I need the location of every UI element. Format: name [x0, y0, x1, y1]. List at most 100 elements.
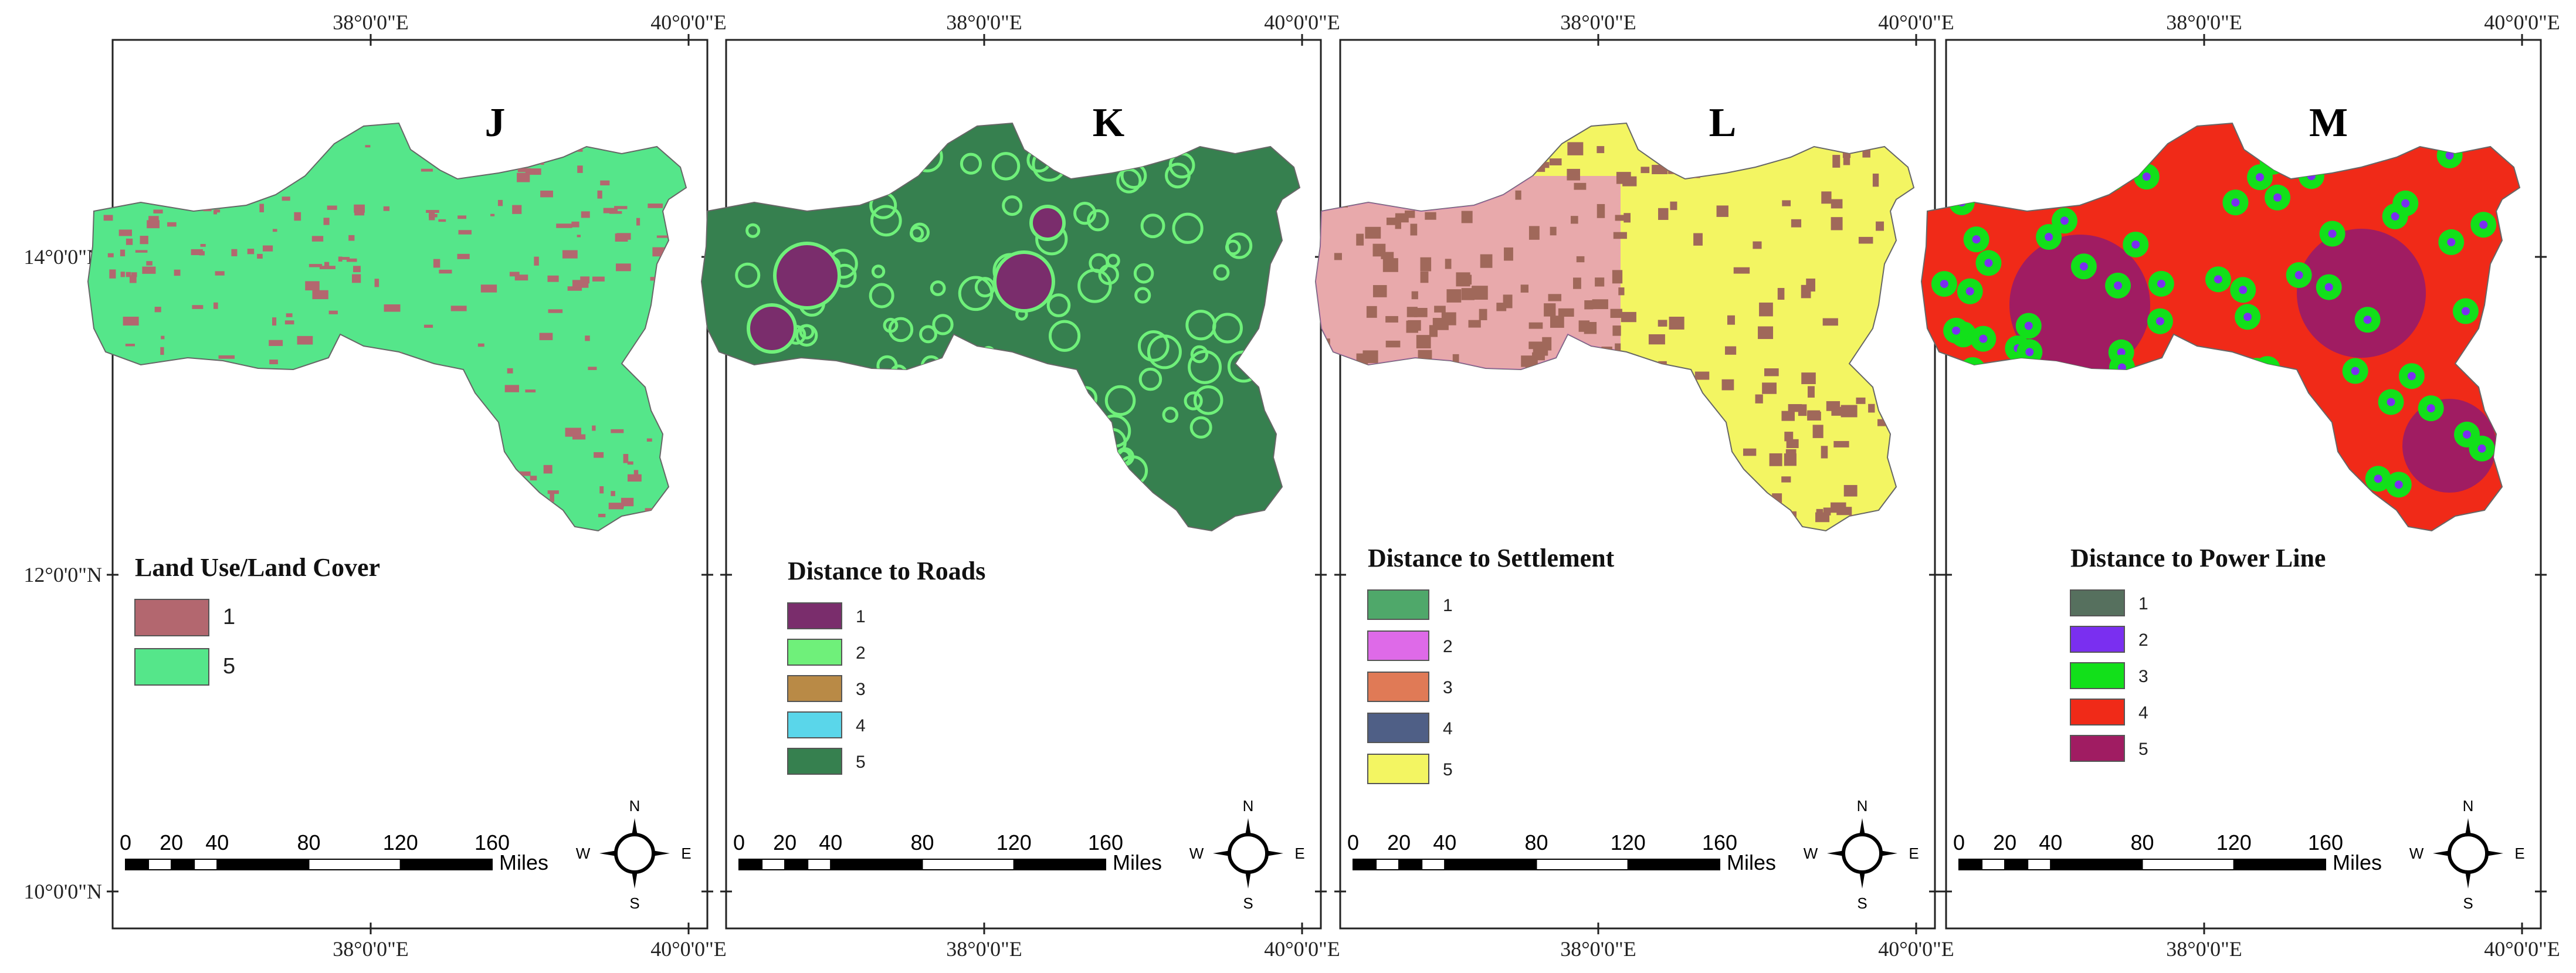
legend-label: 4	[856, 716, 866, 735]
panel-letter: M	[2309, 100, 2348, 145]
legend-swatch	[2070, 699, 2125, 725]
legend-label: 3	[856, 680, 866, 699]
scale-tick-label: 120	[2216, 830, 2252, 855]
compass-n: N	[2463, 797, 2474, 815]
legend-swatch	[1367, 672, 1429, 702]
panel-letter: J	[485, 100, 506, 145]
scale-tick-label: 120	[1611, 830, 1646, 855]
map-panel-j: 38°0'0"E 38°0'0"E 40°0'0"E 40°0'0"E 14°0'0"N…	[23, 11, 726, 961]
longitude-label-bottom: 40°0'0"E	[1264, 937, 1340, 961]
longitude-label-top: 38°0'0"E	[946, 11, 1022, 34]
scale-tick-label: 160	[1088, 830, 1123, 855]
latitude-label: 14°0'0"N	[23, 245, 102, 269]
longitude-label-bottom: 38°0'0"E	[333, 937, 409, 961]
compass-n: N	[1857, 797, 1868, 815]
compass-w: W	[1189, 845, 1204, 862]
scale-tick-label: 80	[297, 830, 320, 855]
map-panel-m: 38°0'0"E 38°0'0"E 40°0'0"E 40°0'0"E M Distanc…	[1921, 11, 2560, 961]
north-arrow-icon: N S W E	[1804, 797, 1919, 912]
legend-swatch	[787, 602, 842, 629]
legend-swatch	[134, 599, 209, 636]
legend-swatch	[787, 675, 842, 702]
scale-tick-label: 120	[383, 830, 418, 855]
compass-e: E	[1294, 845, 1304, 862]
compass-e: E	[2514, 845, 2524, 862]
scale-tick-label: 0	[120, 830, 131, 855]
compass-n: N	[1243, 797, 1254, 815]
legend-label: 5	[2138, 740, 2148, 759]
panel-letter: K	[1093, 100, 1124, 145]
longitude-label-bottom: 38°0'0"E	[2166, 937, 2242, 961]
scale-tick-label: 160	[1702, 830, 1737, 855]
map-panel-k: 38°0'0"E 38°0'0"E 40°0'0"E 40°0'0"E K Distanc…	[701, 11, 1340, 961]
legend-title: Distance to Roads	[788, 557, 985, 585]
longitude-label-bottom: 38°0'0"E	[1560, 937, 1636, 961]
legend-swatch	[2070, 626, 2125, 653]
scale-tick-label: 80	[1524, 830, 1548, 855]
longitude-label-top: 40°0'0"E	[1878, 11, 1954, 34]
legend-label: 4	[1443, 719, 1453, 738]
longitude-label-top: 40°0'0"E	[1264, 11, 1340, 34]
legend-label: 5	[223, 654, 235, 679]
longitude-label-bottom: 40°0'0"E	[2484, 937, 2560, 961]
map-panel-l: 38°0'0"E 38°0'0"E 40°0'0"E 40°0'0"E L Distanc…	[1315, 11, 1954, 961]
scale-tick-label: 120	[996, 830, 1032, 855]
compass-e: E	[1909, 845, 1919, 862]
compass-s: S	[1243, 894, 1253, 912]
compass-s: S	[2463, 894, 2473, 912]
legend-label: 2	[1443, 637, 1453, 656]
legend-label: 1	[2138, 594, 2148, 613]
compass-s: S	[629, 894, 639, 912]
scale-tick-label: 40	[1433, 830, 1456, 855]
scale-tick-label: 20	[773, 830, 796, 855]
compass-w: W	[576, 845, 591, 862]
legend: Distance to Settlement 1 2 3 4 5	[1367, 544, 1615, 784]
scale-unit: Miles	[499, 850, 548, 874]
legend: Distance to Roads 1 2 3 4 5	[787, 557, 985, 775]
scale-tick-label: 40	[2039, 830, 2062, 855]
legend-swatch	[2070, 662, 2125, 689]
scale-unit: Miles	[1113, 850, 1162, 874]
longitude-label-bottom: 38°0'0"E	[946, 937, 1022, 961]
scale-tick-label: 20	[160, 830, 183, 855]
legend-swatch	[2070, 589, 2125, 616]
legend-swatch	[1367, 713, 1429, 743]
legend-title: Distance to Settlement	[1368, 544, 1615, 572]
legend-label: 1	[223, 605, 235, 629]
legend-label: 1	[1443, 596, 1453, 615]
scale-tick-label: 160	[474, 830, 510, 855]
scale-tick-label: 0	[1953, 830, 1965, 855]
legend-label: 3	[1443, 678, 1453, 697]
legend-swatch	[787, 748, 842, 775]
legend-label: 2	[856, 643, 866, 663]
legend-label: 5	[1443, 760, 1453, 779]
north-arrow-icon: N S W E	[2409, 797, 2525, 912]
latitude-label: 12°0'0"N	[23, 563, 102, 586]
scale-tick-label: 20	[1993, 830, 2016, 855]
scale-tick-label: 80	[2130, 830, 2154, 855]
compass-s: S	[1857, 894, 1867, 912]
longitude-label-top: 40°0'0"E	[2484, 11, 2560, 34]
legend-label: 5	[856, 752, 866, 772]
panel-letter: L	[1709, 100, 1737, 145]
legend-label: 4	[2138, 703, 2148, 723]
longitude-label-bottom: 40°0'0"E	[1878, 937, 1954, 961]
scale-tick-label: 40	[205, 830, 229, 855]
scale-tick-label: 40	[819, 830, 842, 855]
legend-title: Distance to Power Line	[2070, 544, 2326, 572]
legend-label: 3	[2138, 667, 2148, 686]
compass-w: W	[2409, 845, 2424, 862]
north-arrow-icon: N S W E	[576, 797, 692, 912]
scale-tick-label: 80	[910, 830, 934, 855]
scale-tick-label: 0	[1347, 830, 1359, 855]
longitude-label-bottom: 40°0'0"E	[650, 937, 727, 961]
legend-swatch	[1367, 589, 1429, 620]
compass-e: E	[681, 845, 691, 862]
scale-unit: Miles	[1727, 850, 1776, 874]
legend-title: Land Use/Land Cover	[135, 553, 380, 582]
